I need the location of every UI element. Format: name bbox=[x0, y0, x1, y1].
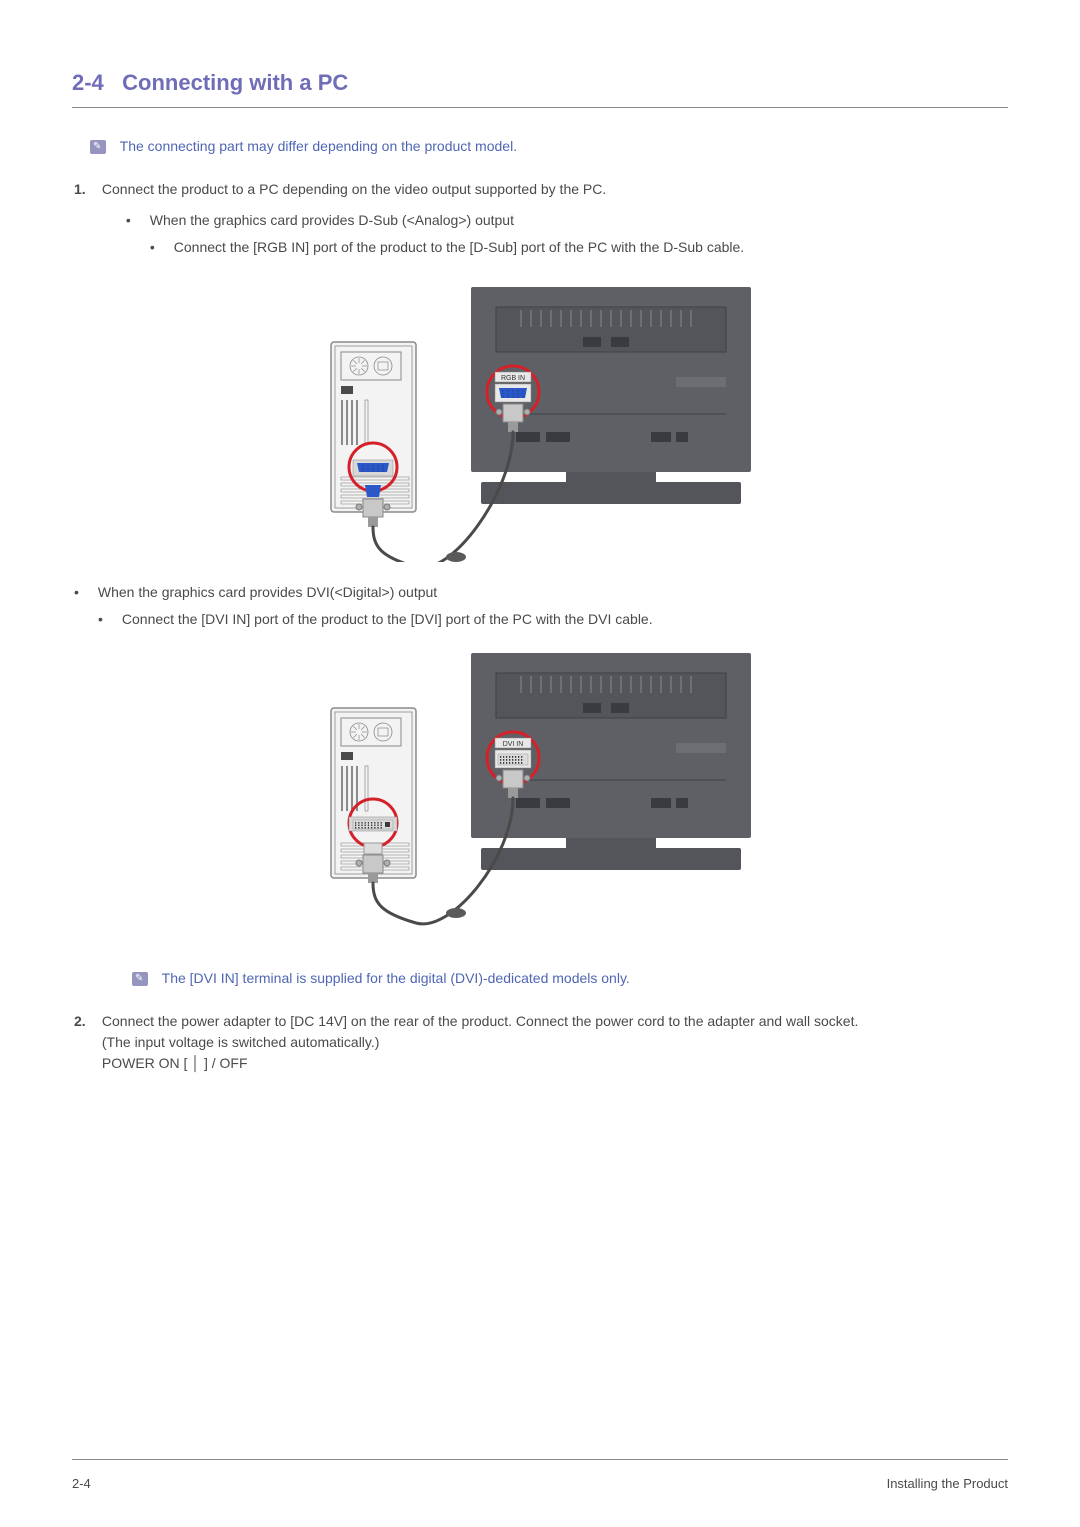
section-heading: 2-4 Connecting with a PC bbox=[72, 66, 1008, 108]
note-text: The [DVI IN] terminal is supplied for th… bbox=[162, 970, 630, 986]
bullet-dsub: When the graphics card provides D-Sub (<… bbox=[126, 210, 1002, 258]
note-icon bbox=[90, 140, 106, 154]
step-text: Connect the product to a PC depending on… bbox=[102, 181, 606, 197]
step2-line1: Connect the power adapter to [DC 14V] on… bbox=[102, 1013, 858, 1029]
footer-chapter-title: Installing the Product bbox=[887, 1474, 1008, 1494]
step-1: 1. Connect the product to a PC depending… bbox=[74, 179, 1008, 989]
diagram-rgb-connection: RGB IN bbox=[321, 282, 761, 562]
svg-text:RGB IN: RGB IN bbox=[501, 375, 525, 382]
bullet-dvi: When the graphics card provides DVI(<Dig… bbox=[74, 582, 1008, 630]
step2-line2: (The input voltage is switched automatic… bbox=[102, 1034, 380, 1050]
section-title: Connecting with a PC bbox=[122, 70, 348, 95]
note-callout: The connecting part may differ depending… bbox=[90, 136, 1008, 157]
diagram-dvi-connection: DVI IN bbox=[321, 648, 761, 938]
svg-text:DVI IN: DVI IN bbox=[503, 741, 524, 748]
note-callout-dvi: The [DVI IN] terminal is supplied for th… bbox=[132, 968, 1008, 989]
footer-page-number: 2-4 bbox=[72, 1474, 91, 1494]
bullet-dvi-detail: Connect the [DVI IN] port of the product… bbox=[98, 609, 1008, 630]
page-footer: 2-4 Installing the Product bbox=[72, 1459, 1008, 1494]
bullet-dsub-detail: Connect the [RGB IN] port of the product… bbox=[150, 237, 1002, 258]
section-number: 2-4 bbox=[72, 70, 104, 95]
step-number: 2. bbox=[74, 1011, 98, 1032]
step-2: 2. Connect the power adapter to [DC 14V]… bbox=[74, 1011, 1008, 1074]
note-icon bbox=[132, 972, 148, 986]
note-text: The connecting part may differ depending… bbox=[120, 138, 517, 154]
step2-line3: POWER ON [ │ ] / OFF bbox=[102, 1055, 248, 1071]
step-number: 1. bbox=[74, 179, 98, 200]
